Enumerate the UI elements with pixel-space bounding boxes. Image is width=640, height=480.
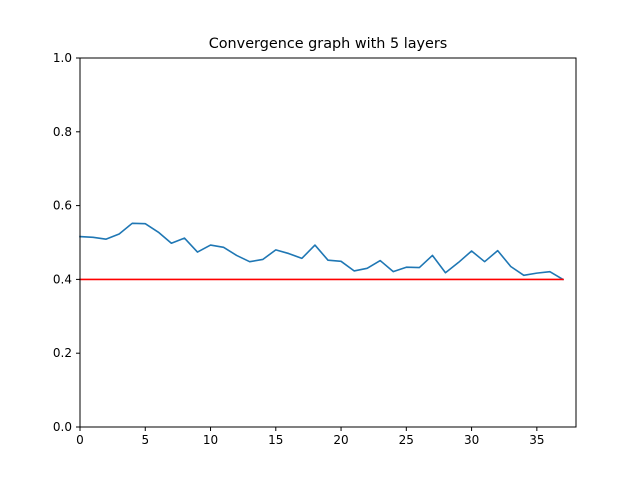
x-tick-label: 5 xyxy=(141,433,149,447)
x-axis: 0 5 10 15 20 25 30 35 xyxy=(76,427,544,447)
y-tick-label: 0.6 xyxy=(53,199,72,213)
x-tick-label: 0 xyxy=(76,433,84,447)
x-tick-label: 25 xyxy=(399,433,414,447)
x-tick-label: 35 xyxy=(529,433,544,447)
x-tick-label: 10 xyxy=(203,433,218,447)
chart-title: Convergence graph with 5 layers xyxy=(209,36,448,52)
y-tick-label: 1.0 xyxy=(53,51,72,65)
x-tick-label: 30 xyxy=(464,433,479,447)
series-line-1 xyxy=(79,222,565,281)
y-tick-label: 0.4 xyxy=(53,272,72,286)
x-tick-label: 20 xyxy=(333,433,348,447)
series-layer xyxy=(79,222,565,281)
y-axis: 0.0 0.2 0.4 0.6 0.8 1.0 xyxy=(53,51,80,434)
y-tick-label: 0.8 xyxy=(53,125,72,139)
x-tick-label: 15 xyxy=(268,433,283,447)
y-tick-label: 0.0 xyxy=(53,420,72,434)
axes-frame xyxy=(79,57,577,428)
y-tick-label: 0.2 xyxy=(53,346,72,360)
